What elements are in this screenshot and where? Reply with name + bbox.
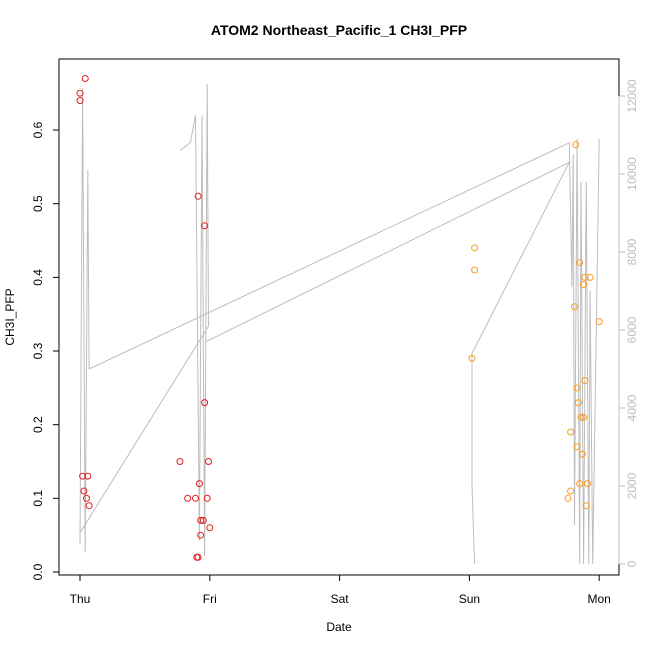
data-point-s1-21 (203, 494, 211, 502)
data-point-s2-8 (586, 273, 594, 281)
y2-tick-label-10000: 10000 (625, 157, 639, 191)
data-point-s1-2 (81, 75, 89, 82)
altitude-line-3 (205, 161, 571, 565)
x-tick-label-fri: Fri (203, 592, 217, 606)
data-point-s2-15 (567, 428, 575, 436)
data-point-s1-22 (206, 524, 214, 532)
data-point-s2-20 (567, 487, 575, 495)
chart-title: ATOM2 Northeast_Pacific_1 CH3I_PFP (211, 22, 467, 38)
data-point-s1-16 (197, 531, 205, 539)
x-tick-label-mon: Mon (588, 592, 611, 606)
x-tick-label-sat: Sat (331, 592, 350, 606)
x-axis-label: Date (326, 620, 352, 634)
y-tick-label-0.6: 0.6 (31, 121, 45, 138)
data-point-s2-16 (573, 443, 581, 451)
data-point-s2-19 (584, 480, 591, 488)
data-point-s2-10 (581, 377, 589, 384)
data-point-s2-14 (580, 413, 588, 421)
data-point-s1-13 (201, 222, 209, 230)
data-point-s1-15 (199, 516, 207, 524)
data-point-s1-20 (205, 458, 212, 465)
data-point-s1-8 (176, 458, 184, 465)
data-point-s1-3 (79, 472, 87, 480)
data-point-s1-18 (193, 553, 201, 561)
altitude-line-1 (79, 88, 600, 565)
x-tick-label-thu: Thu (70, 592, 91, 606)
data-point-s2-7 (580, 281, 588, 289)
data-point-s1-5 (80, 487, 88, 495)
y-tick-label-0.0: 0.0 (31, 563, 45, 580)
y-axis-right: 0 2000 4000 6000 8000 10000 12000 (618, 79, 639, 567)
data-point-s2-18 (576, 480, 584, 488)
points-layer (76, 75, 603, 561)
altitude-line-2 (79, 84, 210, 557)
y-tick-label-0.5: 0.5 (31, 195, 45, 212)
data-point-s1-10 (192, 494, 199, 502)
data-point-s2-13 (577, 413, 585, 421)
data-point-s2-12 (574, 399, 582, 407)
altitude-line-layer (79, 84, 600, 565)
y-tick-label-0.1: 0.1 (31, 490, 45, 507)
data-point-s1-6 (83, 494, 90, 502)
data-point-s1-4 (84, 472, 92, 480)
x-axis: Thu Fri Sat Sun Mon (70, 575, 611, 606)
data-point-s1-11 (195, 480, 203, 488)
y2-tick-label-8000: 8000 (625, 238, 639, 265)
y-tick-label-0.2: 0.2 (31, 416, 45, 433)
data-point-s1-9 (184, 494, 192, 502)
data-point-s2-11 (573, 384, 581, 392)
y-axis-label: CH3I_PFP (3, 288, 17, 345)
data-point-s1-0 (76, 89, 84, 97)
y2-tick-label-6000: 6000 (625, 316, 639, 343)
y2-tick-label-12000: 12000 (625, 79, 639, 113)
y-tick-label-0.4: 0.4 (31, 269, 45, 286)
data-point-s2-1 (471, 266, 479, 274)
data-point-s2-22 (582, 502, 590, 510)
data-point-s2-9 (595, 318, 603, 326)
y-axis-left: 0.0 0.1 0.2 0.3 0.4 0.5 0.6 (31, 121, 59, 580)
data-point-s2-6 (581, 273, 589, 281)
data-point-s2-4 (571, 303, 578, 311)
data-point-s2-5 (576, 259, 584, 267)
data-point-s1-14 (197, 516, 205, 524)
data-point-s2-2 (468, 354, 476, 362)
data-point-s2-21 (564, 494, 572, 502)
x-tick-label-sun: Sun (459, 592, 480, 606)
y-tick-label-0.3: 0.3 (31, 342, 45, 359)
y2-tick-label-0: 0 (625, 560, 639, 567)
data-point-s1-1 (76, 97, 84, 105)
data-point-s2-17 (578, 450, 586, 458)
data-point-s1-19 (201, 399, 209, 407)
data-point-s2-0 (471, 244, 479, 252)
y2-tick-label-4000: 4000 (625, 394, 639, 421)
data-point-s1-7 (85, 502, 93, 510)
y2-tick-label-2000: 2000 (625, 472, 639, 499)
data-point-s1-12 (194, 192, 202, 200)
data-point-s2-3 (572, 141, 580, 149)
